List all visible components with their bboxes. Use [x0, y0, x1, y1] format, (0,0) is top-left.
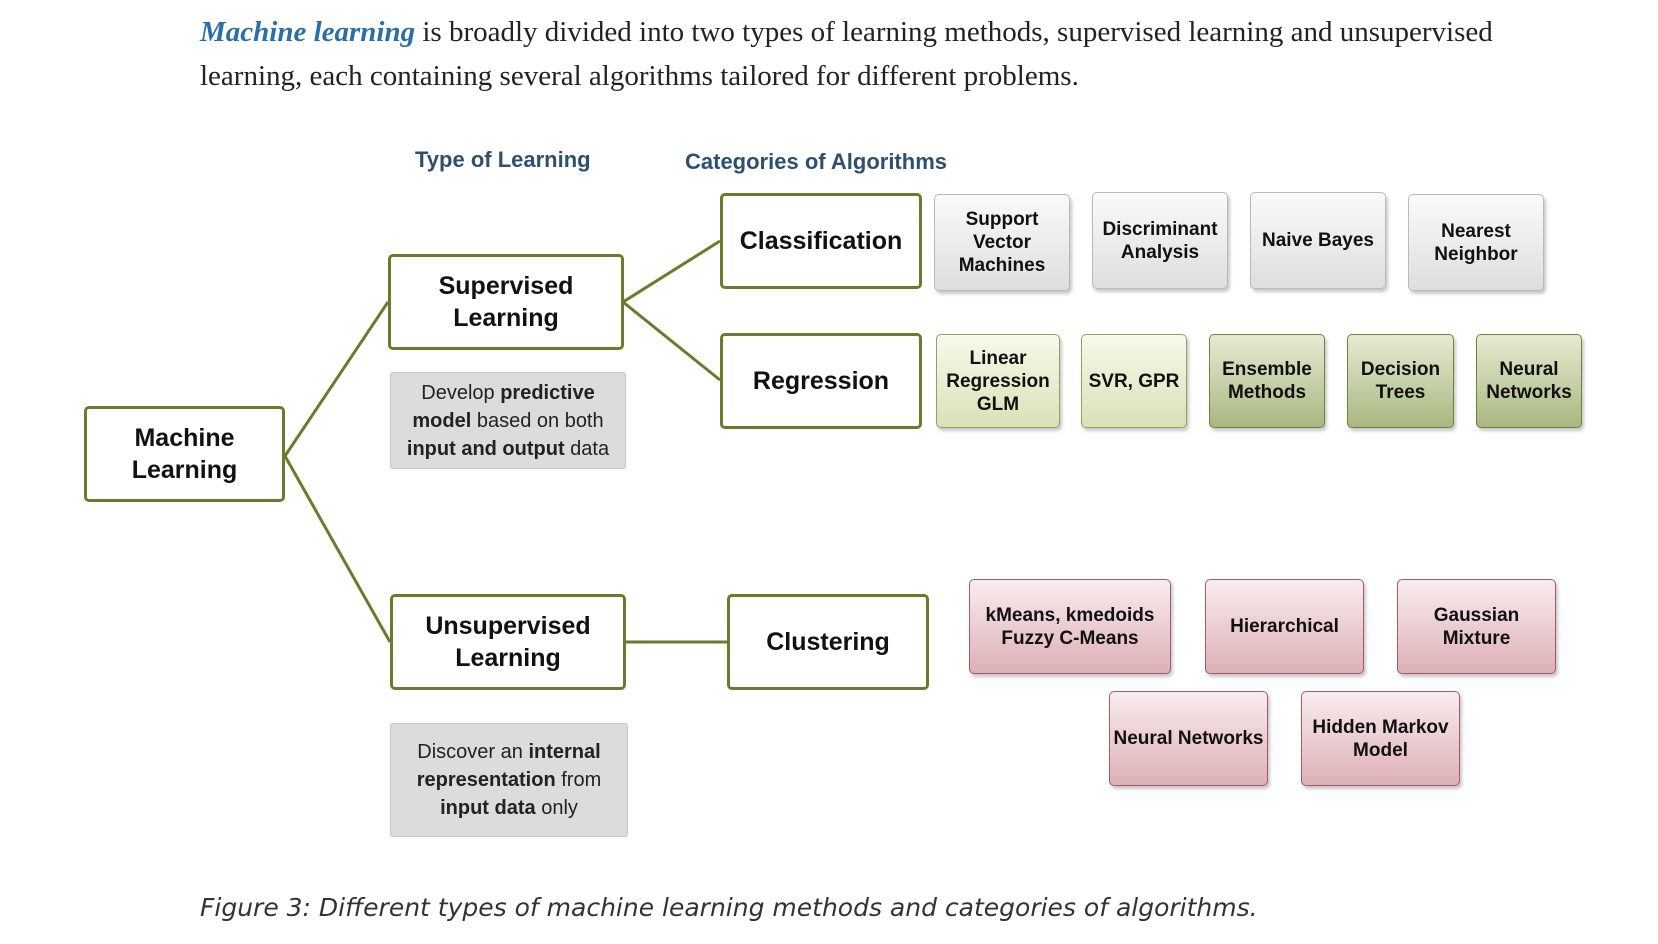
unsupervised-description-run: input data: [440, 797, 536, 819]
unsupervised-description-run: only: [535, 797, 578, 819]
link-root-supervised: [283, 301, 390, 457]
supervised-description-run: input and output: [406, 437, 565, 460]
linear-regression-glm-box: Linear Regression GLM: [936, 334, 1060, 428]
link-supervised-regression: [622, 300, 721, 382]
unsupervised-description-run: Discover an: [417, 741, 529, 763]
supervised-description: Develop predictive model based on both i…: [390, 372, 626, 469]
naive-bayes-box: Naive Bayes: [1250, 192, 1386, 289]
kmeans-box: kMeans, kmedoids Fuzzy C-Means: [969, 579, 1171, 674]
figure-caption: Figure 3: Different types of machine lea…: [200, 893, 1258, 922]
gaussian-mixture-box: Gaussian Mixture: [1397, 579, 1556, 674]
classification-node: Classification: [720, 193, 922, 289]
svr-gpr-box: SVR, GPR: [1081, 334, 1187, 428]
hidden-markov-model-box: Hidden Markov Model: [1301, 691, 1460, 786]
neural-networks-regression-box: Neural Networks: [1476, 334, 1582, 428]
machine-learning-node: Machine Learning: [84, 406, 285, 502]
supervised-description-run: data: [564, 437, 610, 460]
supervised-description-run: Develop: [421, 381, 501, 404]
unsupervised-description-run: from: [555, 769, 602, 791]
intro-text: is broadly divided into two types of lea…: [200, 16, 1493, 92]
link-supervised-classification: [622, 239, 721, 304]
supervised-description-run: based on both: [471, 409, 604, 432]
regression-node: Regression: [720, 333, 922, 429]
type-of-learning-header: Type of Learning: [415, 147, 591, 172]
clustering-node: Clustering: [727, 594, 929, 690]
discriminant-analysis-box: Discriminant Analysis: [1092, 192, 1228, 289]
unsupervised-description-run: internal representation: [416, 741, 601, 791]
supervised-description-run: predictive model: [412, 381, 595, 432]
unsupervised-description: Discover an internal representation from…: [390, 723, 628, 837]
neural-networks-clustering-box: Neural Networks: [1109, 691, 1268, 786]
support-vector-machines-box: Support Vector Machines: [934, 194, 1070, 291]
supervised-learning-node: Supervised Learning: [388, 254, 624, 350]
nearest-neighbor-box: Nearest Neighbor: [1408, 194, 1544, 291]
ensemble-methods-box: Ensemble Methods: [1209, 334, 1325, 428]
hierarchical-box: Hierarchical: [1205, 579, 1364, 674]
decision-trees-box: Decision Trees: [1347, 334, 1454, 428]
categories-header: Categories of Algorithms: [685, 149, 947, 174]
link-root-unsupervised: [283, 455, 392, 643]
intro-paragraph: Machine learning is broadly divided into…: [200, 10, 1500, 98]
machine-learning-link[interactable]: Machine learning: [200, 16, 416, 48]
unsupervised-learning-node: Unsupervised Learning: [390, 594, 626, 690]
